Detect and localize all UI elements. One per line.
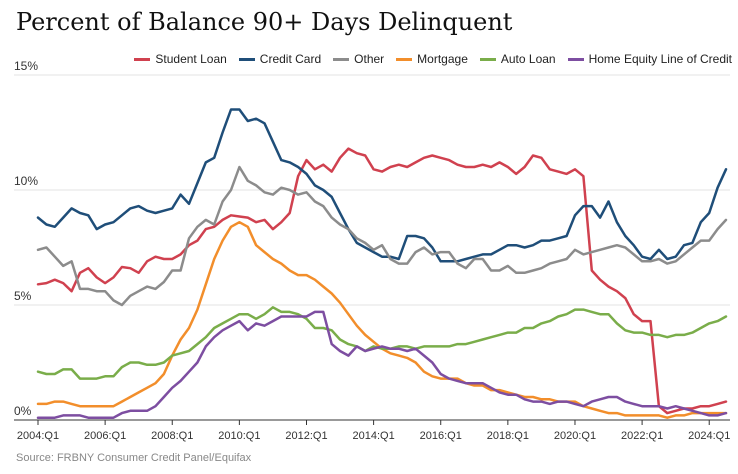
y-tick-label: 10% — [14, 174, 38, 188]
legend-label: Auto Loan — [500, 52, 556, 66]
x-tick-label: 2020:Q1 — [554, 430, 596, 442]
x-tick-label: 2008:Q1 — [151, 430, 193, 442]
y-tick-label: 0% — [14, 404, 32, 418]
y-tick-label: 15% — [14, 59, 38, 73]
legend-swatch — [479, 57, 496, 61]
legend-swatch — [238, 57, 255, 61]
legend-item-auto-loan[interactable]: Auto Loan — [479, 52, 556, 66]
legend-item-other[interactable]: Other — [333, 52, 384, 66]
legend-label: Credit Card — [259, 52, 322, 66]
series-line-mortgage — [36, 220, 728, 419]
x-tick-label: 2010:Q1 — [218, 430, 260, 442]
legend-swatch — [567, 57, 584, 61]
series-line-student-loan — [36, 147, 728, 415]
series-line-home-equity-line-of-credit — [36, 310, 728, 419]
legend-swatch — [333, 57, 350, 61]
series-line-auto-loan — [36, 306, 728, 380]
x-tick-label: 2018:Q1 — [487, 430, 529, 442]
x-tick-label: 2014:Q1 — [353, 430, 395, 442]
legend-label: Home Equity Line of Credit — [588, 52, 732, 66]
x-tick-label: 2006:Q1 — [84, 430, 126, 442]
legend-swatch — [396, 57, 413, 61]
legend-label: Other — [354, 52, 385, 66]
series-line-credit-card — [36, 108, 728, 263]
legend-item-heloc[interactable]: Home Equity Line of Credit — [567, 52, 732, 66]
chart-legend: Student Loan Credit Card Other Mortgage … — [134, 52, 732, 66]
x-axis: 2004:Q1 2006:Q1 2008:Q1 2010:Q1 2012:Q1 2014:… — [17, 420, 730, 442]
legend-swatch — [134, 57, 151, 61]
x-tick-label: 2016:Q1 — [420, 430, 462, 442]
grid-lines — [14, 74, 730, 421]
x-tick-label: 2012:Q1 — [285, 430, 327, 442]
legend-item-credit-card[interactable]: Credit Card — [238, 52, 322, 66]
series-lines — [36, 108, 728, 419]
series-line-other — [36, 165, 728, 307]
source-note: Source: FRBNY Consumer Credit Panel/Equi… — [16, 452, 252, 464]
chart-title: Percent of Balance 90+ Days Delinquent — [16, 8, 513, 36]
legend-label: Mortgage — [417, 52, 468, 66]
x-tick-label: 2022:Q1 — [621, 430, 663, 442]
legend-item-mortgage[interactable]: Mortgage — [396, 52, 468, 66]
y-axis: 0% 5% 10% 15% — [14, 59, 38, 418]
legend-item-student-loan[interactable]: Student Loan — [134, 52, 227, 66]
x-tick-label: 2024:Q1 — [688, 430, 730, 442]
x-tick-label: 2004:Q1 — [17, 430, 59, 442]
legend-label: Student Loan — [155, 52, 227, 66]
y-tick-label: 5% — [14, 289, 32, 303]
